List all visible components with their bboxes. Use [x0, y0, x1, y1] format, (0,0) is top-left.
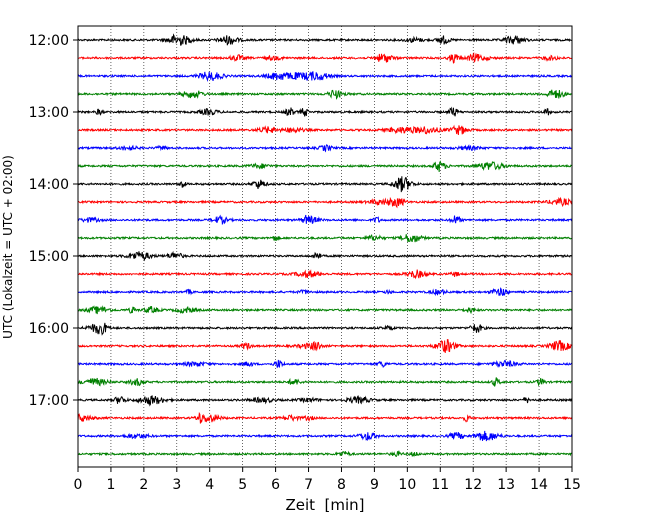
x-tick-label-9: 9	[370, 477, 379, 493]
x-tick-label-4: 4	[205, 477, 214, 493]
x-tick-label-0: 0	[74, 477, 83, 493]
trace-12	[77, 233, 573, 243]
plot-frame	[77, 25, 573, 468]
x-tick-label-5: 5	[238, 477, 247, 493]
trace-20	[77, 377, 573, 387]
x-tick-label-15: 15	[563, 477, 581, 493]
trace-10	[77, 196, 573, 209]
trace-11	[77, 214, 573, 226]
y-axis-label: UTC (Lokalzeit = UTC + 02:00)	[1, 155, 15, 339]
y-axis-ticks: 12:00 13:00 14:00 15:00 16:00 17:00	[29, 33, 78, 409]
x-tick-label-3: 3	[172, 477, 181, 493]
trace-15	[77, 287, 573, 297]
trace-1	[77, 33, 573, 46]
trace-9	[77, 176, 573, 193]
y-tick-label-16:00: 16:00	[29, 321, 69, 337]
trace-21	[78, 394, 573, 407]
x-tick-label-1: 1	[106, 477, 115, 493]
trace-3	[77, 71, 573, 83]
x-tick-label-2: 2	[139, 477, 148, 493]
trace-16	[77, 305, 573, 315]
x-tick-label-14: 14	[530, 477, 548, 493]
trace-14	[77, 269, 573, 280]
seismic-traces	[77, 33, 573, 458]
x-tick-label-10: 10	[398, 477, 416, 493]
trace-19	[77, 359, 573, 369]
y-tick-label-14:00: 14:00	[29, 177, 69, 193]
x-tick-label-13: 13	[497, 477, 515, 493]
trace-17	[77, 322, 573, 336]
x-axis-ticks: 0 1 2 3 4 5 6 7 8 9 10 11 12 13 14 15	[74, 467, 581, 493]
x-tick-label-12: 12	[464, 477, 482, 493]
trace-18	[77, 339, 573, 353]
trace-23	[77, 430, 573, 442]
trace-5	[77, 106, 573, 117]
trace-13	[77, 250, 573, 262]
y-tick-label-17:00: 17:00	[29, 393, 69, 409]
trace-24	[77, 449, 573, 458]
trace-2	[77, 51, 573, 64]
x-axis-label: Zeit [min]	[285, 496, 364, 514]
x-tick-label-6: 6	[271, 477, 280, 493]
x-tick-label-7: 7	[304, 477, 313, 493]
trace-22	[77, 411, 573, 424]
x-tick-label-11: 11	[431, 477, 449, 493]
trace-8	[77, 160, 573, 173]
trace-6	[77, 124, 573, 136]
y-tick-label-15:00: 15:00	[29, 249, 69, 265]
y-tick-label-13:00: 13:00	[29, 105, 69, 121]
y-tick-label-12:00: 12:00	[29, 33, 69, 49]
trace-4	[77, 89, 573, 100]
trace-7	[77, 144, 573, 153]
x-tick-label-8: 8	[337, 477, 346, 493]
